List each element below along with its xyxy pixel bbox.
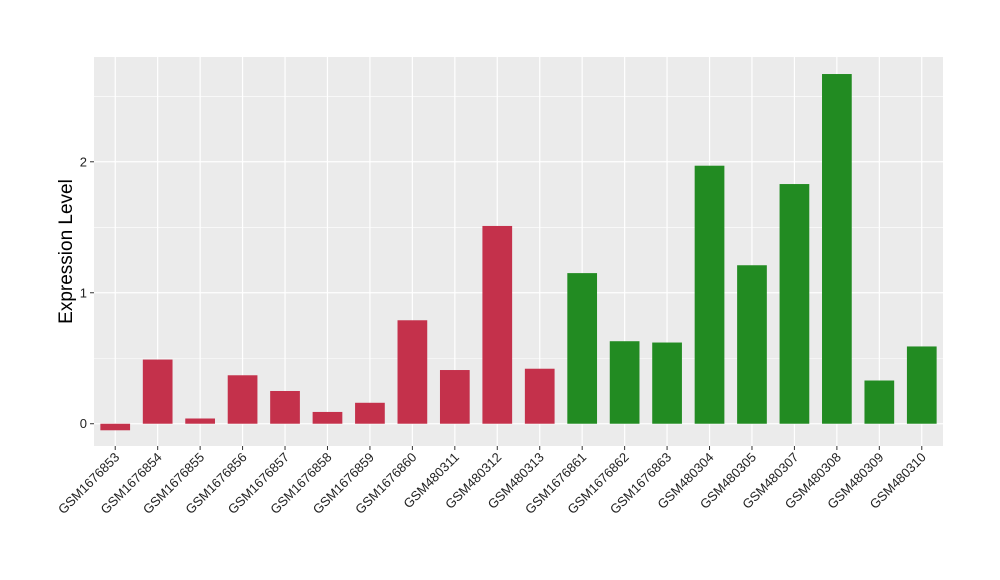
bar [779,184,810,424]
y-axis: 0 1 2 [80,154,94,431]
bar [270,390,300,424]
x-axis: GSM1676853GSM1676854GSM1676855GSM1676856… [55,446,929,517]
bar [312,411,343,424]
bar [567,273,598,424]
bar [694,165,725,424]
bar [439,370,470,424]
bar [142,359,173,424]
bar [609,341,640,424]
y-tick-label: 1 [80,285,87,300]
bar [737,265,767,424]
bars [100,74,937,431]
bar [397,320,428,424]
bar [864,380,895,424]
bar [652,342,682,424]
bar [482,225,513,424]
bar [906,346,937,424]
bar [100,423,131,431]
bar [524,368,555,424]
y-axis-title: Expression Level [56,179,77,324]
y-tick-label: 0 [80,416,87,431]
y-tick-label: 2 [80,154,87,169]
bar [185,418,215,424]
bar [822,74,852,424]
plot-panel [94,57,943,446]
bar [227,375,258,424]
bar [355,402,385,424]
